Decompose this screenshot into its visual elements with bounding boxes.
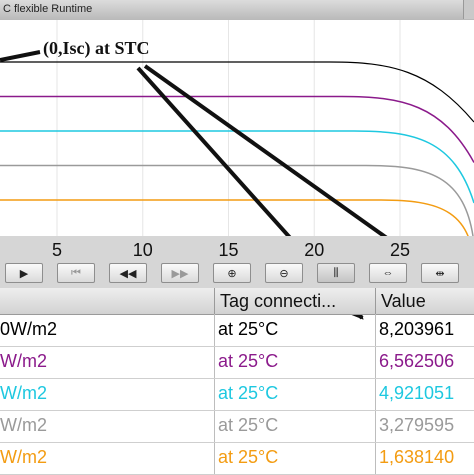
x-tick-label: 15: [218, 240, 239, 260]
header-divider[interactable]: [214, 288, 215, 314]
row-name-cell: W/m2: [0, 415, 47, 435]
header-divider[interactable]: [375, 288, 376, 314]
window-title: C flexible Runtime: [3, 3, 93, 15]
first-icon: ⏮: [71, 266, 81, 279]
zoom-in-icon: ⊕: [227, 267, 237, 280]
series-line: [0, 61, 474, 123]
column-divider: [214, 314, 215, 474]
ruler-icon: ⫼: [333, 266, 339, 279]
window-close-button[interactable]: [463, 0, 474, 19]
row-tag-cell: at 25°C: [218, 319, 279, 339]
table-row[interactable]: [0, 346, 474, 379]
row-tag-cell: at 25°C: [218, 447, 279, 467]
play-button[interactable]: ▶: [5, 263, 43, 283]
move-ruler-button[interactable]: ⇹: [421, 263, 459, 283]
x-tick-label: 5: [51, 240, 63, 260]
window-titlebar: C flexible Runtime: [0, 0, 474, 21]
row-tag-cell: at 25°C: [218, 383, 279, 403]
row-tag-cell: at 25°C: [218, 415, 279, 435]
table-row[interactable]: [0, 378, 474, 411]
table-row[interactable]: [0, 410, 474, 443]
row-value-cell: 8,203961: [379, 319, 455, 339]
move-ruler-icon: ⇹: [435, 267, 445, 280]
row-name-cell: W/m2: [0, 447, 47, 467]
row-tag-cell: at 25°C: [218, 351, 279, 371]
play-icon: ▶: [19, 267, 29, 280]
x-tick-label: 25: [389, 240, 411, 260]
column-divider: [375, 314, 376, 474]
series-line: [0, 199, 469, 236]
zoom-in-button[interactable]: ⊕: [213, 263, 251, 283]
x-axis-strip: [0, 236, 474, 262]
ruler-button[interactable]: ⫼: [317, 263, 355, 283]
column-header-tag-connection[interactable]: Tag connecti...: [220, 291, 337, 311]
row-value-cell: 3,279595: [379, 415, 455, 435]
rewind-icon: ◀◀: [119, 267, 137, 280]
x-tick-label: 20: [304, 240, 325, 260]
row-value-cell: 6,562506: [379, 351, 455, 371]
row-value-cell: 4,921051: [379, 383, 455, 403]
row-value-cell: 1,638140: [379, 447, 455, 467]
fast-forward-icon: ▶▶: [171, 267, 189, 280]
table-row[interactable]: [0, 314, 474, 347]
move-axis-button[interactable]: ⇔: [369, 263, 407, 283]
plot-curves: [0, 61, 474, 236]
isc-annotation: (0,Isc) at STC: [43, 38, 150, 58]
series-line: [0, 95, 474, 163]
x-tick-label: 10: [132, 240, 153, 260]
move-axis-icon: ⇔: [382, 267, 394, 279]
row-name-cell: 0W/m2: [0, 319, 58, 339]
rewind-button[interactable]: ◀◀: [109, 263, 147, 283]
zoom-out-icon: ⊖: [279, 267, 289, 280]
row-name-cell: W/m2: [0, 351, 47, 371]
fast-forward-button[interactable]: ▶▶: [161, 263, 199, 283]
row-name-cell: W/m2: [0, 383, 47, 403]
zoom-out-button[interactable]: ⊖: [265, 263, 303, 283]
column-header-value[interactable]: Value: [381, 291, 426, 311]
table-header: [0, 288, 474, 315]
first-button[interactable]: ⏮: [57, 263, 95, 283]
